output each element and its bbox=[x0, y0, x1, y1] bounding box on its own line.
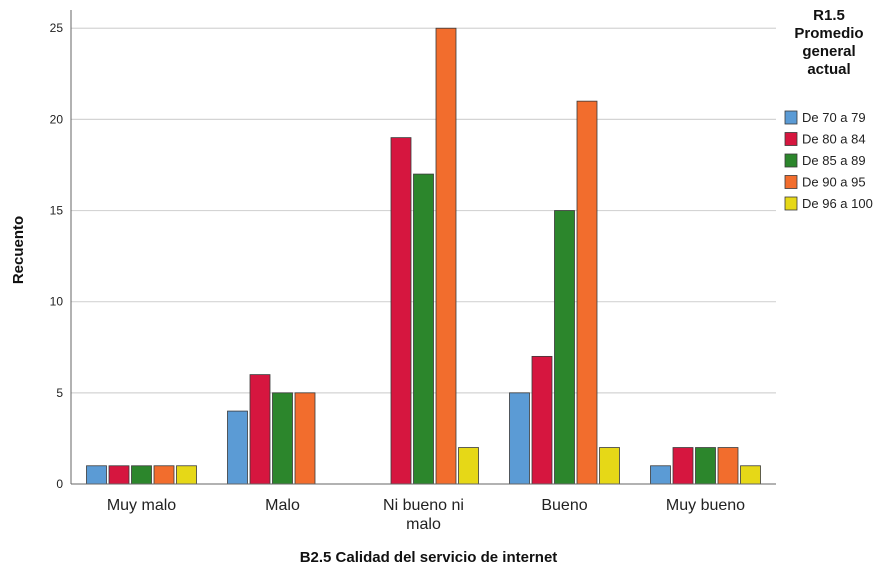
y-tick-label: 25 bbox=[50, 21, 64, 35]
bar-bueno-3 bbox=[555, 211, 575, 484]
bar-ni-bueno-ni-malo-2 bbox=[391, 138, 411, 484]
bar-muy-malo-1 bbox=[87, 466, 107, 484]
y-axis-ticks: 0 5 10 15 20 25 bbox=[50, 21, 64, 491]
bar-ni-bueno-ni-malo-3 bbox=[414, 174, 434, 484]
legend-entry: De 90 a 95 bbox=[802, 175, 866, 190]
x-tick-label: Muy malo bbox=[107, 497, 176, 514]
x-tick-label: Bueno bbox=[541, 497, 587, 514]
bar-malo-4 bbox=[295, 393, 315, 484]
bar-malo-2 bbox=[250, 375, 270, 484]
bar-muy-bueno-5 bbox=[741, 466, 761, 484]
y-axis-label: Recuento bbox=[10, 216, 27, 284]
bar-bueno-2 bbox=[532, 356, 552, 484]
bar-bueno-5 bbox=[600, 448, 620, 484]
legend-title: Promedio bbox=[794, 25, 863, 42]
legend-swatch bbox=[785, 111, 797, 124]
legend-entry: De 85 a 89 bbox=[802, 153, 866, 168]
legend-swatch bbox=[785, 133, 797, 146]
bars bbox=[87, 28, 761, 484]
legend-entry: De 70 a 79 bbox=[802, 110, 866, 125]
y-tick-label: 5 bbox=[56, 386, 63, 400]
bar-muy-malo-4 bbox=[154, 466, 174, 484]
x-axis-categories: Muy malo Malo Ni bueno ni malo Bueno Muy buen… bbox=[107, 497, 745, 533]
bar-muy-bueno-2 bbox=[673, 448, 693, 484]
bar-muy-malo-3 bbox=[132, 466, 152, 484]
bar-muy-bueno-4 bbox=[718, 448, 738, 484]
x-tick-label: malo bbox=[406, 516, 441, 533]
bar-muy-bueno-1 bbox=[651, 466, 671, 484]
legend-swatch bbox=[785, 154, 797, 167]
y-tick-label: 10 bbox=[50, 295, 64, 309]
y-tick-label: 20 bbox=[50, 112, 64, 126]
y-tick-label: 15 bbox=[50, 204, 64, 218]
bar-malo-1 bbox=[228, 411, 248, 484]
legend-title: R1.5 bbox=[813, 7, 845, 24]
legend-entry: De 80 a 84 bbox=[802, 132, 866, 147]
y-tick-label: 0 bbox=[56, 477, 63, 491]
bar-muy-malo-2 bbox=[109, 466, 129, 484]
legend-title: actual bbox=[807, 61, 850, 78]
bar-ni-bueno-ni-malo-5 bbox=[459, 448, 479, 484]
bar-ni-bueno-ni-malo-4 bbox=[436, 28, 456, 484]
x-axis-label: B2.5 Calidad del servicio de internet bbox=[300, 549, 558, 566]
bar-bueno-4 bbox=[577, 101, 597, 484]
legend-swatch bbox=[785, 197, 797, 210]
x-tick-label: Ni bueno ni bbox=[383, 497, 464, 514]
bar-malo-3 bbox=[273, 393, 293, 484]
bar-muy-malo-5 bbox=[177, 466, 197, 484]
legend-title: general bbox=[802, 43, 855, 60]
bar-bueno-1 bbox=[510, 393, 530, 484]
legend-entry: De 96 a 100 bbox=[802, 196, 873, 211]
x-tick-label: Muy bueno bbox=[666, 497, 745, 514]
legend-swatch bbox=[785, 176, 797, 189]
x-tick-label: Malo bbox=[265, 497, 300, 514]
bar-muy-bueno-3 bbox=[696, 448, 716, 484]
